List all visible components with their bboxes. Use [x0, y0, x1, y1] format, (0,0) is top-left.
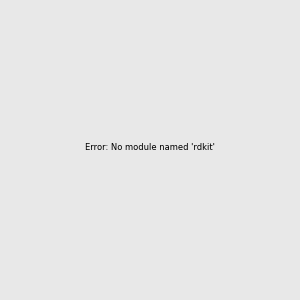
Text: Error: No module named 'rdkit': Error: No module named 'rdkit' [85, 143, 215, 152]
